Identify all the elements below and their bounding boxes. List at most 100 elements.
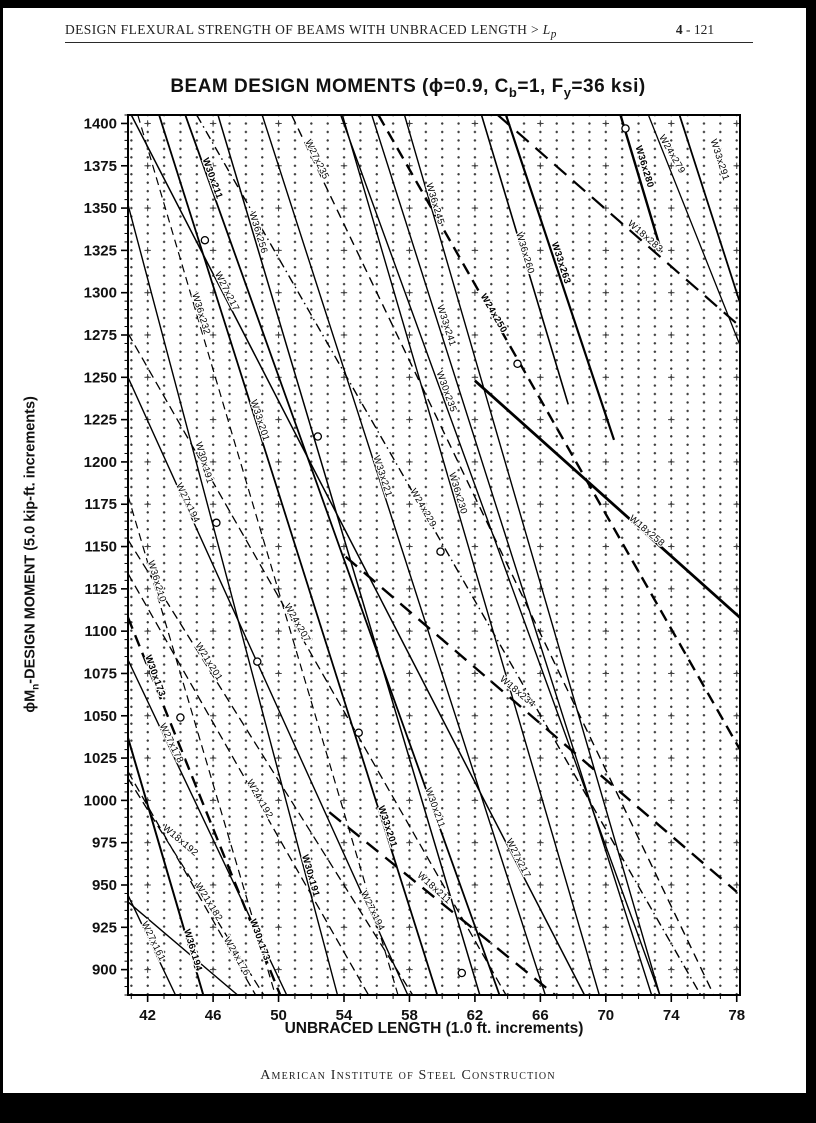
- open-circle-marker: [513, 359, 522, 369]
- curve-label-W21x201: W21x201: [193, 641, 225, 683]
- curve-label-W30x211: W30x211: [200, 156, 225, 200]
- open-circle-marker: [436, 547, 445, 556]
- curve-W33x221: [261, 115, 546, 995]
- x-tick-label: 50: [270, 1007, 287, 1024]
- y-tick-label: 1025: [84, 750, 117, 767]
- curve-W30x235: [340, 115, 661, 995]
- open-circle-marker: [176, 713, 185, 722]
- y-tick-labels: 900 925 950 975 1000 1025 1050 1075 1100 1125 1150…: [84, 115, 117, 978]
- chart-title-part: =1, F: [517, 76, 564, 97]
- curve-W36x280: [619, 115, 663, 253]
- curve-W18x211: [328, 811, 556, 995]
- curve-label-W24x176: W24x176: [221, 935, 252, 978]
- curve-W24x192: [128, 573, 370, 995]
- page-border-left: [0, 0, 3, 1123]
- y-tick-label: 1250: [84, 369, 117, 386]
- curve-label-W18x192: W18x192: [160, 823, 200, 859]
- curve-label-W36x210: W36x210: [145, 559, 168, 603]
- curve-W36x260: [480, 115, 569, 405]
- x-tick-label: 62: [467, 1007, 484, 1024]
- x-tick-label: 42: [139, 1007, 156, 1024]
- open-circle-marker: [621, 124, 630, 133]
- curve-label-W18x258: W18x258: [627, 513, 667, 549]
- curve-label-W24x192: W24x192: [244, 778, 275, 821]
- curve-label-W24x279: W24x279: [656, 133, 687, 176]
- curve-label-W36x260: W36x260: [513, 231, 536, 275]
- chart-title-sub: b: [508, 84, 518, 100]
- curve-label-W27x217: W27x217: [212, 270, 241, 313]
- x-tick-label: 74: [663, 1007, 680, 1024]
- curve-W27x235: [290, 115, 715, 995]
- curve-W24x176: [128, 771, 257, 995]
- running-head-variable: L: [542, 22, 551, 37]
- y-tick-label: 1150: [84, 539, 117, 556]
- y-tick-label: 1100: [84, 623, 117, 640]
- curve-label-W27x194: W27x194: [173, 481, 202, 524]
- curve-W36x245: [403, 115, 661, 995]
- curve-label-W36x245: W36x245: [423, 182, 446, 226]
- curve-label-W24x207: W24x207: [282, 602, 313, 645]
- curve-label-W24x229: W24x229: [408, 487, 439, 530]
- y-tick-label: 1400: [84, 115, 117, 132]
- curve-W18x283: [497, 115, 740, 328]
- curve-label-W33x263: W33x263: [549, 241, 573, 286]
- x-tick-label: 54: [336, 1007, 353, 1024]
- curve-label-W18x283: W18x283: [625, 218, 665, 254]
- curve-W27x178: [128, 659, 288, 995]
- plot-grid-dots: [128, 115, 740, 995]
- running-head-text: DESIGN FLEXURAL STRENGTH OF BEAMS WITH U…: [65, 22, 543, 37]
- curve-label-W24x250: W24x250: [478, 292, 509, 335]
- curve-W30x211: [184, 115, 501, 995]
- curve-W24x229: [196, 115, 702, 995]
- open-circle-marker: [212, 518, 221, 528]
- y-axis-label: ϕMn-DESIGN MOMENT (5.0 kip-ft. increment…: [23, 304, 42, 804]
- curve-label-W36x230: W36x230: [446, 471, 469, 515]
- grid-plus-marks: [144, 120, 740, 973]
- y-tick-label: 1050: [84, 708, 117, 725]
- y-axis-label-sub: n: [30, 683, 42, 690]
- running-head-variable-sub: p: [550, 28, 557, 41]
- curve-label-W30x173: W30x173: [247, 918, 272, 963]
- curve-W36x232: [137, 115, 399, 995]
- curve-W30x191: [128, 204, 339, 995]
- chart-title-sub: y: [563, 84, 572, 100]
- curve-W33x263: [504, 115, 616, 441]
- open-circle-marker: [253, 657, 262, 666]
- curve-W27x194: [128, 377, 409, 995]
- curve-W36x194: [128, 737, 205, 995]
- curve-label-W33x291: W33x291: [708, 138, 732, 182]
- chart-title-part: =36 ksi): [571, 76, 646, 97]
- chart-title-part: BEAM DESIGN MOMENTS (ϕ=0.9, C: [170, 76, 509, 97]
- curve-W33x291: [678, 115, 740, 304]
- x-tick-label: 70: [597, 1007, 614, 1024]
- x-tick-label: 46: [205, 1007, 222, 1024]
- curve-labels: W36x280 W24x279 W33x291W18x283W33x263W36x2…: [138, 132, 733, 979]
- chart-title: BEAM DESIGN MOMENTS (ϕ=0.9, Cb=1, Fy=36 …: [0, 76, 816, 100]
- open-circle-marker: [354, 728, 363, 737]
- curve-label-W27x235: W27x235: [302, 138, 331, 181]
- curve-W33x241: [371, 115, 653, 995]
- curve-W36x230: [341, 115, 600, 995]
- curve-W30x173: [128, 617, 282, 995]
- curve-label-W33x241: W33x241: [434, 304, 458, 348]
- x-tick-label: 58: [401, 1007, 418, 1024]
- curve-W18x234: [344, 555, 738, 893]
- curve-label-W21x182: W21x182: [193, 881, 225, 923]
- curve-label-W30x173: W30x173: [142, 654, 167, 699]
- y-tick-label: 1000: [84, 792, 117, 809]
- curve-label-W27x194: W27x194: [358, 889, 387, 932]
- curve-W18x258: [473, 379, 740, 619]
- curve-label-W27x217: W27x217: [503, 837, 532, 880]
- y-tick-label: 1325: [84, 242, 117, 259]
- y-tick-label: 900: [92, 962, 117, 979]
- beam-curves: [128, 115, 740, 995]
- curve-label-W30x211: W30x211: [422, 786, 447, 829]
- curve-W33x201: [158, 115, 439, 995]
- curve-end-markers: [176, 124, 630, 978]
- x-tick-labels: 42 46 50 54 58 62 66 70 74 78: [139, 1007, 745, 1024]
- curve-W36x210: [128, 495, 276, 995]
- curve-label-W36x256: W36x256: [246, 211, 269, 255]
- y-tick-label: 1375: [84, 158, 117, 175]
